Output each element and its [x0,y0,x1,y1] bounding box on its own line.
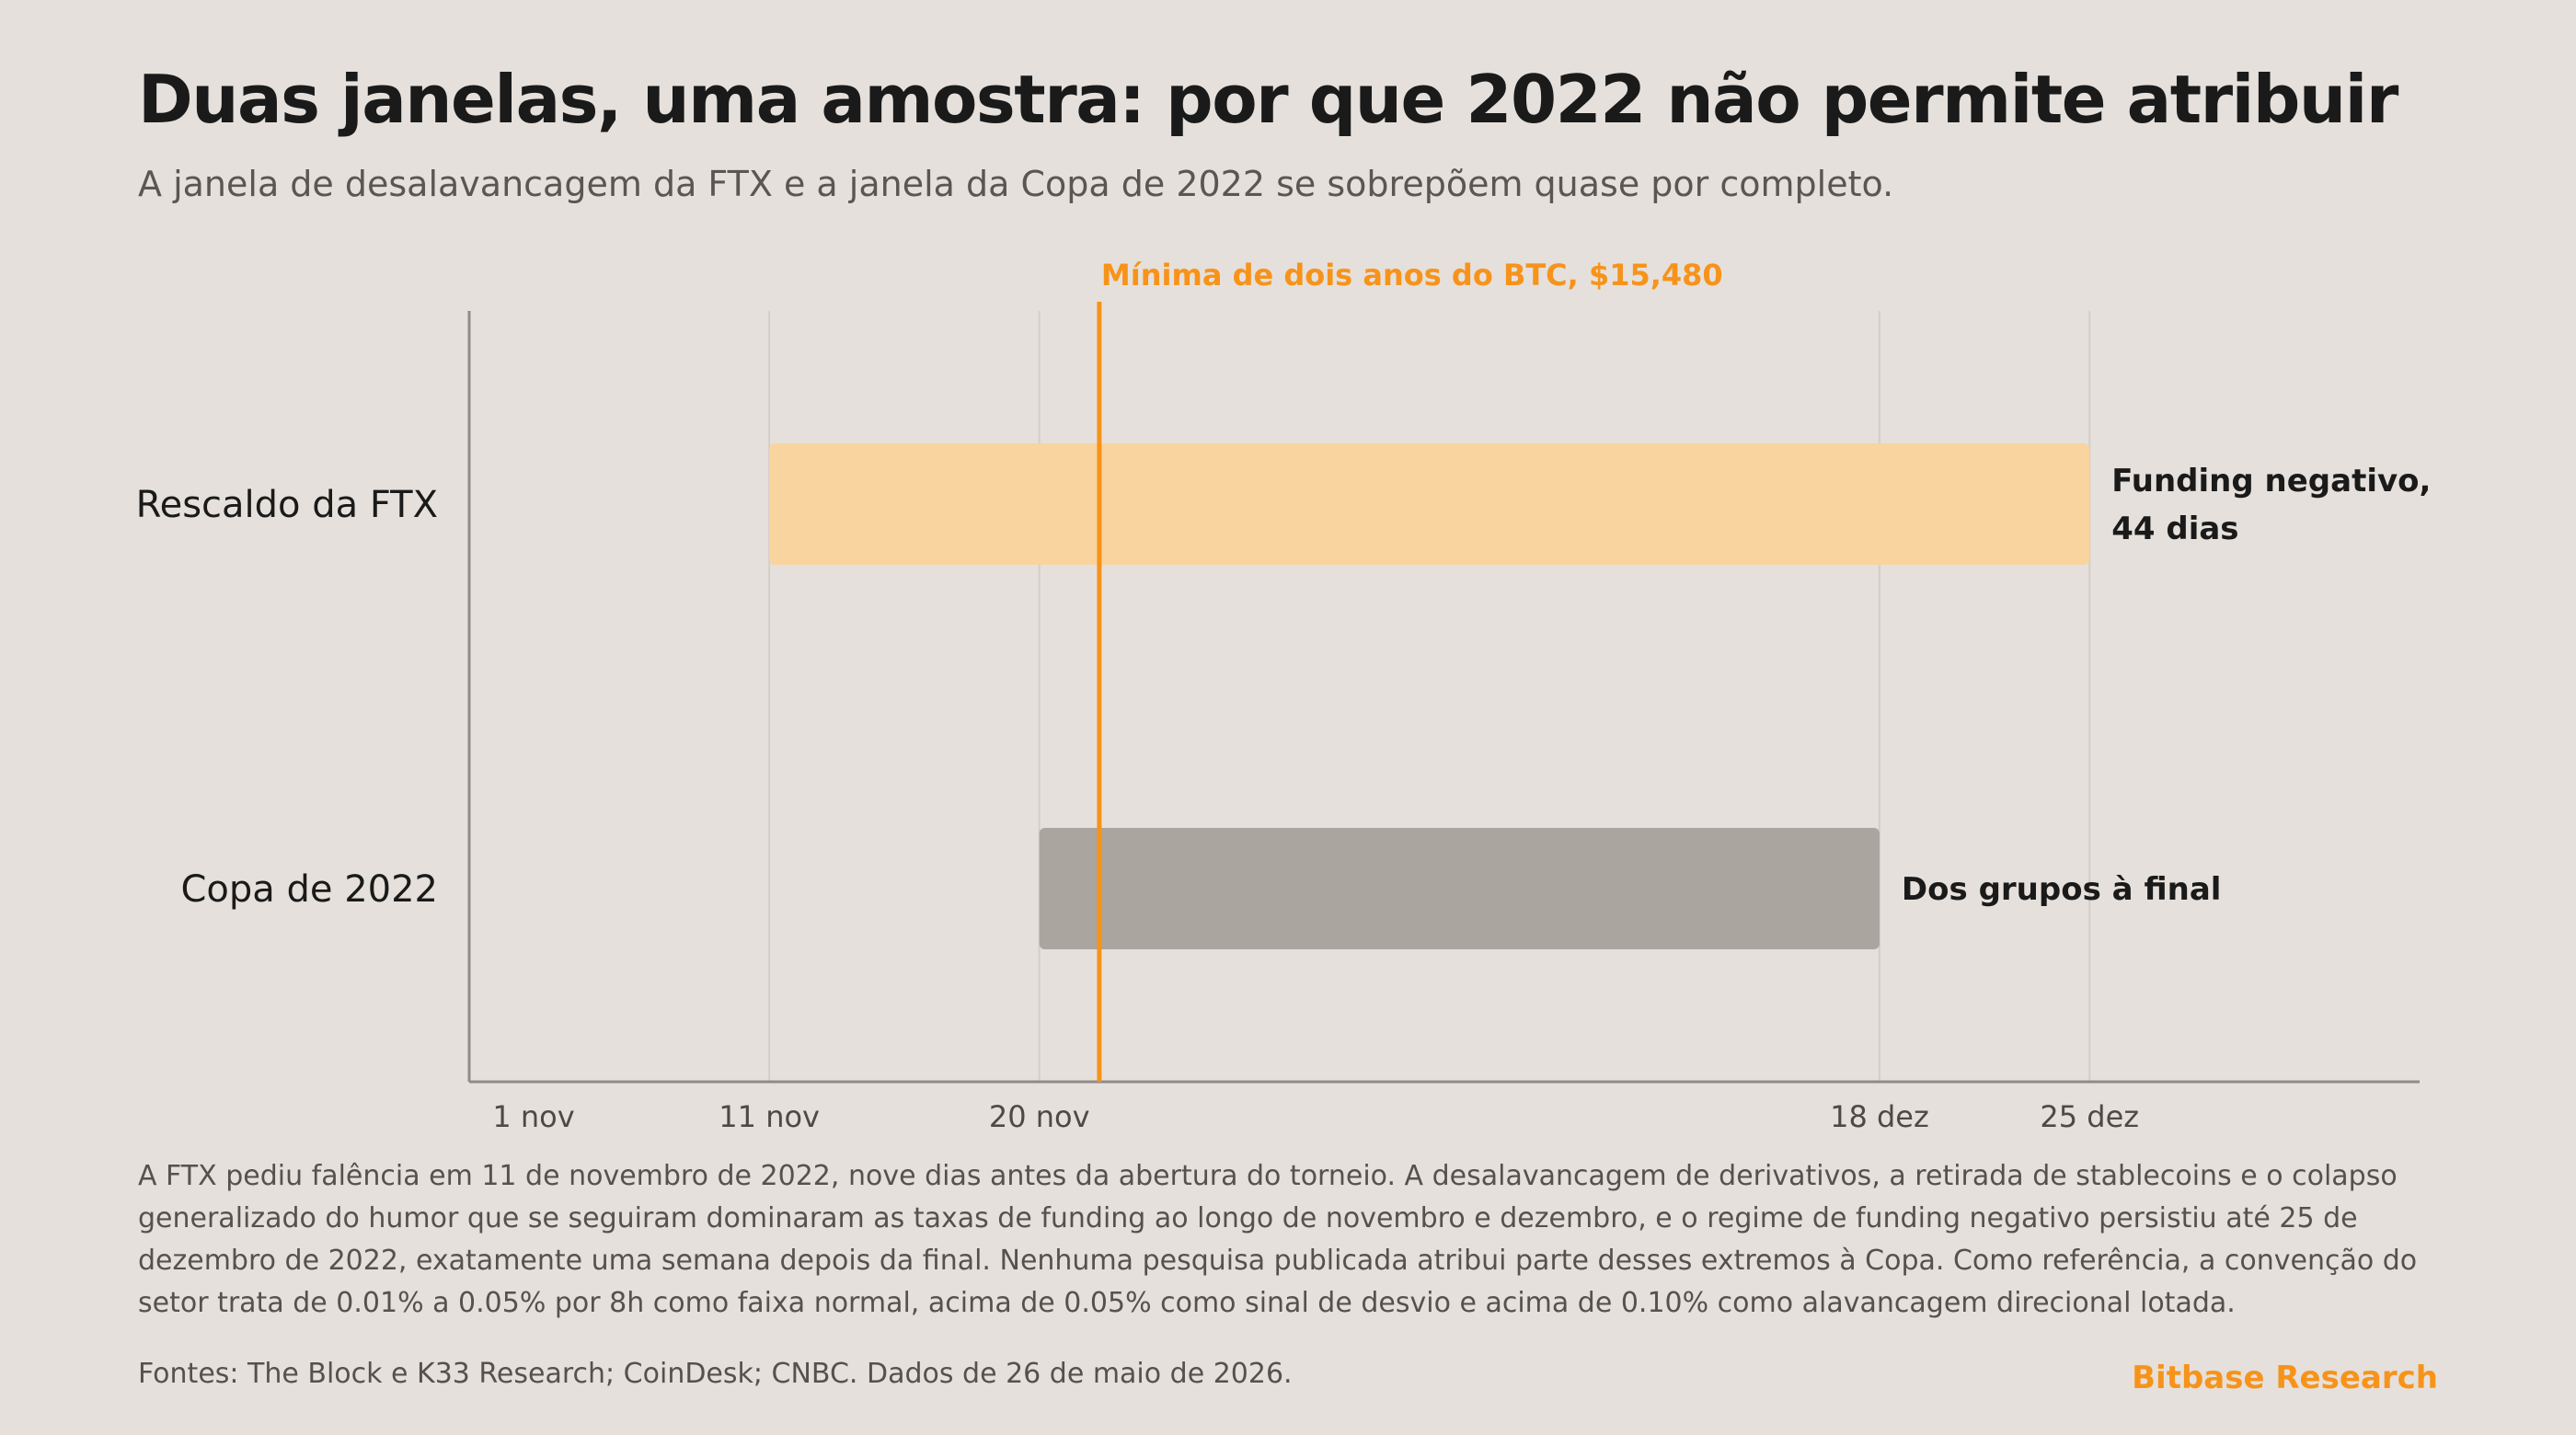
sources-note: Fontes: The Block e K33 Research; CoinDe… [138,1358,1293,1390]
marker-label: Mínima de dois anos do BTC, $15,480 [1101,258,1723,293]
x-tick-label: 20 nov [989,1099,1090,1134]
category-label: Copa de 2022 [180,868,438,911]
page-subtitle: A janela de desalavancagem da FTX e a ja… [138,164,1894,204]
brand-label: Bitbase Research [2132,1360,2438,1396]
bar-annotation: 44 dias [2111,511,2238,547]
bar-annotation: Funding negativo, [2111,463,2431,499]
bar-annotation: Dos grupos à final [1902,871,2222,908]
x-tick-label: 18 dez [1830,1099,1929,1134]
x-tick-label: 1 nov [492,1099,574,1134]
page-title: Duas janelas, uma amostra: por que 2022 … [138,61,2398,138]
x-tick-label: 25 dez [2040,1099,2139,1134]
category-label: Rescaldo da FTX [136,484,438,526]
timeline-bar [1039,828,1880,949]
x-tick-label: 11 nov [719,1099,820,1134]
timeline-bar [769,443,2090,565]
explanatory-text: A FTX pediu falência em 11 de novembro d… [138,1160,2418,1319]
